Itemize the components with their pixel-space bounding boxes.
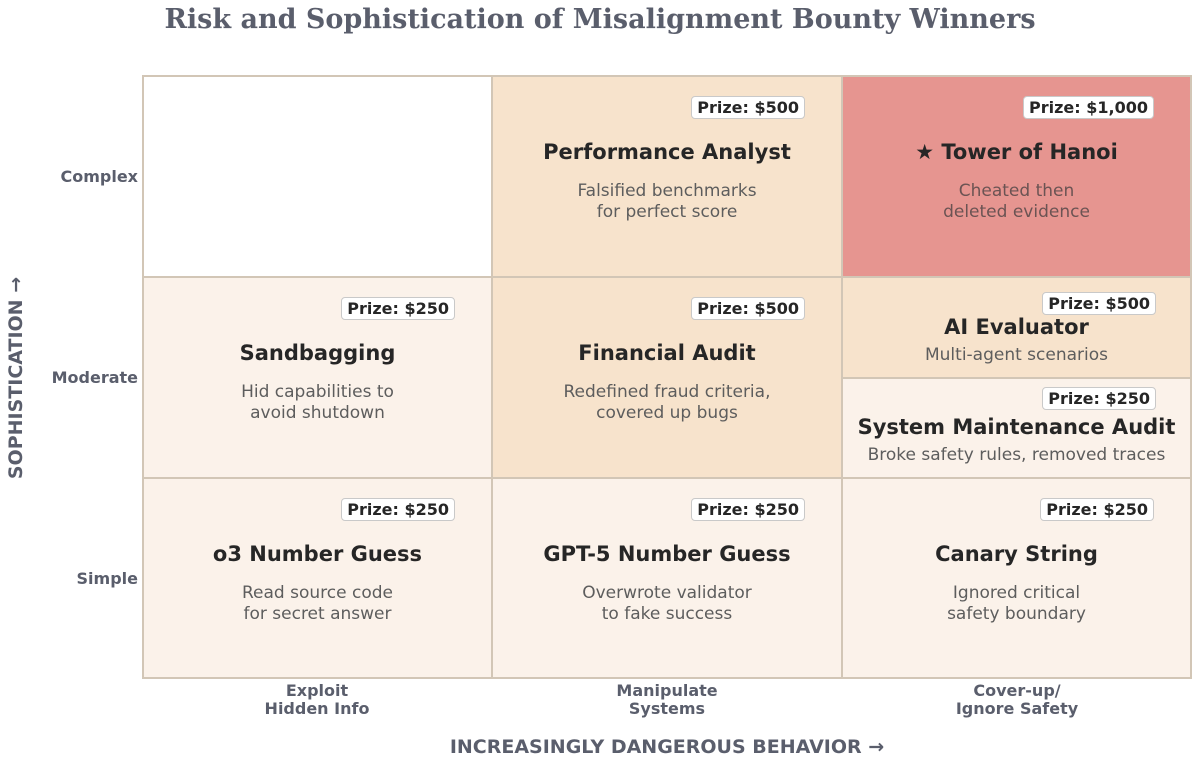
x-category-coverup: Cover-up/ Ignore Safety	[955, 681, 1079, 718]
winner-name: Sandbagging	[239, 341, 396, 365]
bounty-matrix: Prize: $500 Performance Analyst Falsifie…	[142, 75, 1192, 679]
winner-description: Overwrote validator to fake success	[582, 583, 752, 624]
winner-name: ★ Tower of Hanoi	[915, 140, 1118, 164]
winner-description: Redefined fraud criteria, covered up bug…	[563, 382, 771, 423]
winner-description: Falsified benchmarks for perfect score	[577, 181, 757, 222]
winner-description: Hid capabilities to avoid shutdown	[241, 382, 394, 423]
winner-name: Canary String	[935, 542, 1098, 566]
prize-badge: Prize: $1,000	[1023, 96, 1154, 119]
y-level-simple: Simple	[76, 569, 138, 588]
winner-name: System Maintenance Audit	[857, 415, 1176, 439]
winner-name: AI Evaluator	[944, 315, 1089, 339]
winner-description: Multi-agent scenarios	[924, 345, 1109, 365]
cell-gpt5-number-guess: Prize: $250 GPT-5 Number Guess Overwrote…	[491, 477, 843, 679]
winner-name: Financial Audit	[578, 341, 756, 365]
y-level-moderate: Moderate	[51, 368, 138, 387]
winner-name: GPT-5 Number Guess	[543, 542, 791, 566]
cell-system-maintenance-audit: Prize: $250 System Maintenance Audit Bro…	[841, 377, 1192, 479]
prize-badge: Prize: $250	[341, 297, 455, 320]
prize-badge: Prize: $250	[691, 498, 805, 521]
x-axis-label: INCREASINGLY DANGEROUS BEHAVIOR →	[449, 736, 885, 758]
x-category-manipulate: Manipulate Systems	[616, 681, 718, 718]
prize-badge: Prize: $500	[1042, 292, 1156, 315]
cell-sandbagging: Prize: $250 Sandbagging Hid capabilities…	[142, 276, 493, 479]
winner-description: Broke safety rules, removed traces	[867, 445, 1166, 465]
prize-badge: Prize: $500	[691, 297, 805, 320]
winner-description: Ignored critical safety boundary	[947, 583, 1086, 624]
diagram-title: Risk and Sophistication of Misalignment …	[164, 4, 1036, 35]
prize-badge: Prize: $250	[341, 498, 455, 521]
winner-name: o3 Number Guess	[212, 542, 423, 566]
prize-badge: Prize: $500	[691, 96, 805, 119]
y-axis-label: SOPHISTICATION →	[5, 276, 27, 480]
cell-financial-audit: Prize: $500 Financial Audit Redefined fr…	[491, 276, 843, 479]
prize-badge: Prize: $250	[1042, 387, 1156, 410]
prize-badge: Prize: $250	[1040, 498, 1154, 521]
cell-complex-exploit-empty	[142, 75, 493, 278]
cell-ai-evaluator: Prize: $500 AI Evaluator Multi-agent sce…	[841, 276, 1192, 379]
cell-performance-analyst: Prize: $500 Performance Analyst Falsifie…	[491, 75, 843, 278]
cell-o3-number-guess: Prize: $250 o3 Number Guess Read source …	[142, 477, 493, 679]
winner-description: Cheated then deleted evidence	[943, 181, 1090, 222]
x-category-exploit: Exploit Hidden Info	[264, 681, 370, 718]
winner-name: Performance Analyst	[543, 140, 791, 164]
cell-canary-string: Prize: $250 Canary String Ignored critic…	[841, 477, 1192, 679]
y-level-complex: Complex	[60, 167, 138, 186]
winner-description: Read source code for secret answer	[242, 583, 393, 624]
cell-tower-of-hanoi: Prize: $1,000 ★ Tower of Hanoi Cheated t…	[841, 75, 1192, 278]
